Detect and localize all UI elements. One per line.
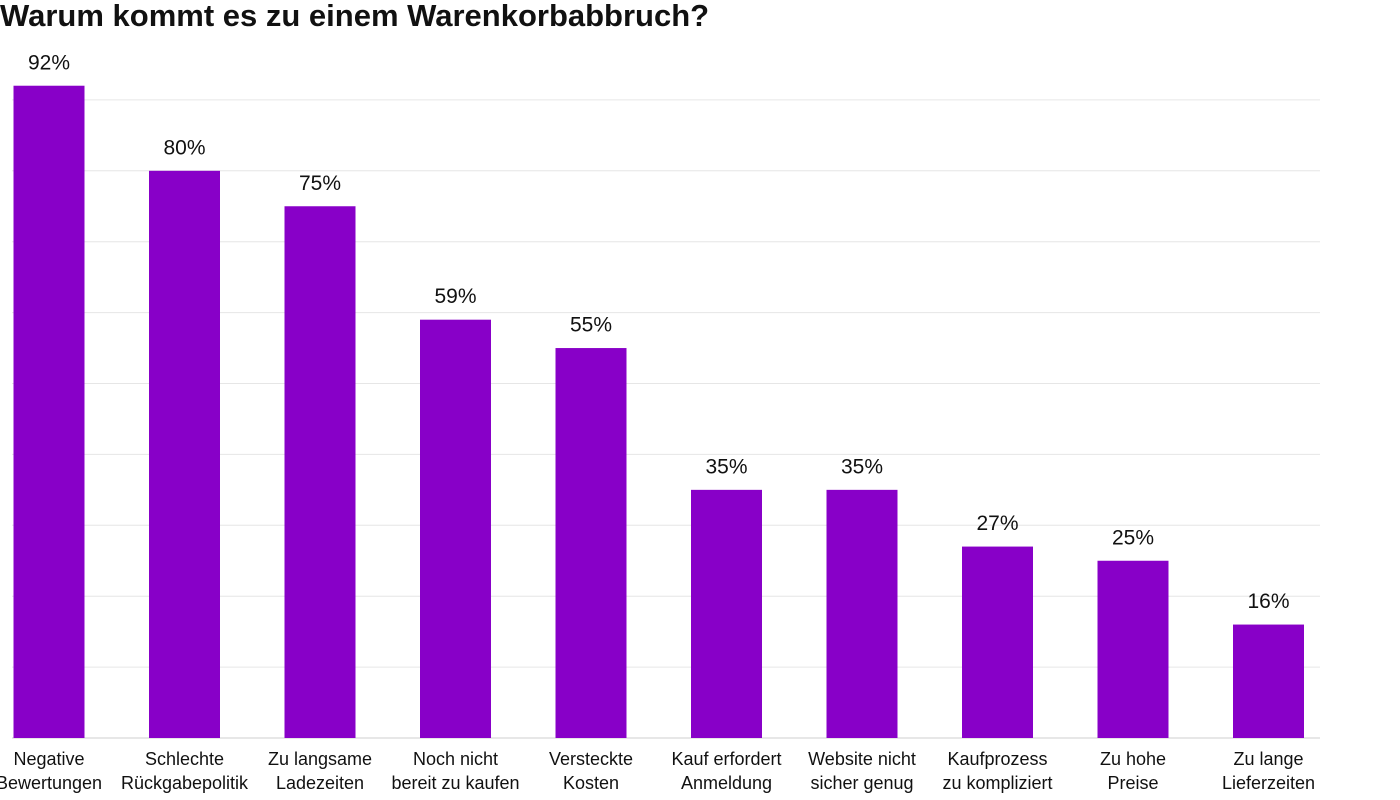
x-tick-label-line: Zu lange xyxy=(1233,749,1303,769)
value-label: 80% xyxy=(163,136,205,159)
x-tick-label-line: Ladezeiten xyxy=(276,773,364,793)
x-tick-label: Kaufprozess zu kompliziert xyxy=(942,749,1052,793)
value-label: 25% xyxy=(1112,526,1154,549)
x-tick-label-line: Kauf erfordert xyxy=(671,749,781,769)
x-tick-label-line: bereit zu kaufen xyxy=(391,773,519,793)
x-tick-label-line: Versteckte xyxy=(549,749,633,769)
x-tick-label: Kauf erfordert Anmeldung xyxy=(671,749,781,793)
value-label: 55% xyxy=(570,314,612,337)
value-label: 75% xyxy=(299,172,341,195)
bar xyxy=(962,546,1033,738)
bar xyxy=(13,85,85,739)
x-tick-label-line: Zu hohe xyxy=(1100,749,1166,769)
x-tick-label-line: Website nicht xyxy=(808,749,916,769)
x-tick-label-line: Lieferzeiten xyxy=(1222,773,1315,793)
x-tick-label: Zu lange Lieferzeiten xyxy=(1222,749,1315,793)
bar xyxy=(691,489,762,738)
x-tick-label: Website nicht sicher genug xyxy=(808,749,916,793)
bar xyxy=(420,319,491,738)
x-tick-label-line: Noch nicht xyxy=(413,749,498,769)
x-tick-label-line: Kosten xyxy=(563,773,619,793)
bar xyxy=(1097,560,1169,738)
value-label: 92% xyxy=(28,51,70,74)
x-tick-label-line: Schlechte xyxy=(145,749,224,769)
x-tick-label: Noch nicht bereit zu kaufen xyxy=(391,749,519,793)
x-tick-label-line: Negative xyxy=(13,749,84,769)
bar xyxy=(284,206,356,738)
x-tick-label-line: Zu langsame xyxy=(268,749,372,769)
value-label: 59% xyxy=(434,285,476,308)
chart-title: Warum kommt es zu einem Warenkorbabbruch… xyxy=(0,0,709,33)
x-tick-label-line: zu kompliziert xyxy=(942,773,1052,793)
bar xyxy=(1233,624,1304,738)
x-tick-label: Negative Bewertungen xyxy=(0,749,102,793)
bar xyxy=(149,170,220,739)
x-tick-label: Zu langsame Ladezeiten xyxy=(268,749,372,793)
x-tick-label-line: sicher genug xyxy=(810,773,913,793)
x-tick-label: Zu hohe Preise xyxy=(1100,749,1166,793)
bar xyxy=(826,489,898,738)
value-label: 35% xyxy=(841,455,883,478)
x-tick-label: Schlechte Rückgabepolitik xyxy=(121,749,249,793)
x-tick-label-line: Preise xyxy=(1107,773,1158,793)
value-label: 16% xyxy=(1247,590,1289,613)
value-label: 35% xyxy=(705,455,747,478)
x-tick-label-line: Bewertungen xyxy=(0,773,102,793)
value-label: 27% xyxy=(976,512,1018,535)
x-tick-label-line: Rückgabepolitik xyxy=(121,773,249,793)
bar xyxy=(555,348,627,738)
x-tick-label-line: Kaufprozess xyxy=(947,749,1047,769)
x-tick-label: Versteckte Kosten xyxy=(549,749,633,793)
x-tick-label-line: Anmeldung xyxy=(681,773,772,793)
